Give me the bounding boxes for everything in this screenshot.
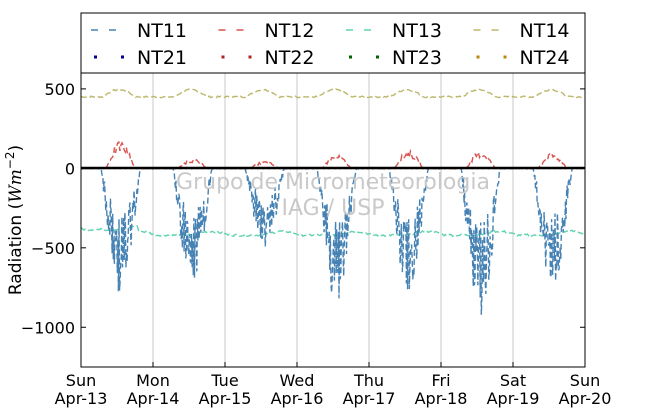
plot-area [81, 73, 585, 367]
y-tick-label: −500 [31, 239, 75, 258]
legend-label: NT13 [392, 20, 442, 42]
legend-box [80, 12, 586, 74]
legend-swatch [221, 55, 225, 59]
x-tick-label-date: Apr-16 [271, 389, 324, 408]
x-tick-label-date: Apr-20 [559, 389, 612, 408]
legend-label: NT14 [520, 20, 570, 42]
watermark-line: IAG / USP [282, 196, 385, 221]
x-tick-label-day: Tue [210, 371, 238, 390]
legend-swatch [503, 55, 507, 59]
legend-item-nt12: NT12 [218, 20, 315, 42]
legend-swatch [94, 55, 97, 59]
legend-item-nt14: NT14 [473, 20, 570, 42]
legend-item-nt21: NT21 [94, 47, 187, 69]
series-nt14 [81, 88, 585, 99]
axes: 5000−500−1000SunApr-13MonApr-14TueApr-15… [3, 80, 611, 408]
x-tick-label-day: Mon [136, 371, 170, 390]
legend-item-nt24: NT24 [476, 47, 570, 69]
x-tick-label-date: Apr-18 [415, 389, 468, 408]
y-tick-label: 0 [65, 159, 75, 178]
watermark-line: Grupo de Micrometeorologia [176, 170, 490, 195]
legend-swatch [476, 55, 480, 59]
legend-item-nt23: NT23 [349, 47, 442, 69]
legend-swatch [121, 55, 124, 59]
legend-label: NT21 [137, 47, 187, 69]
x-tick-label-date: Apr-15 [199, 389, 252, 408]
legend-label: NT24 [520, 47, 570, 69]
legend-item-nt22: NT22 [221, 47, 315, 69]
x-tick-label-day: Sun [570, 371, 600, 390]
x-tick-label-day: Thu [353, 371, 384, 390]
x-tick-label-day: Sun [66, 371, 96, 390]
grid-lines [152, 73, 514, 367]
x-tick-label-date: Apr-13 [55, 389, 108, 408]
legend-label: NT12 [265, 20, 315, 42]
y-tick-label: −1000 [21, 318, 75, 337]
legend-swatch [376, 55, 379, 59]
legend-item-nt13: NT13 [346, 20, 442, 42]
legend-item-nt11: NT11 [91, 20, 187, 42]
x-tick-label-day: Sat [500, 371, 526, 390]
y-tick-label: 500 [44, 80, 75, 99]
x-tick-label-date: Apr-17 [343, 389, 396, 408]
legend-swatch [349, 55, 352, 59]
x-tick-label-date: Apr-19 [487, 389, 540, 408]
y-axis-label: Radiation (Wm−2) [3, 145, 26, 295]
legend: NT11 NT12 NT13 NT14 NT21 NT22 NT23 NT24 [80, 12, 586, 74]
legend-label: NT11 [137, 20, 187, 42]
x-tick-label-day: Fri [431, 371, 450, 390]
legend-label: NT23 [392, 47, 442, 69]
series-nt13 [81, 224, 585, 238]
legend-swatch [248, 55, 252, 59]
x-tick-label-day: Wed [280, 371, 315, 390]
legend-label: NT22 [265, 47, 315, 69]
x-tick-label-date: Apr-14 [127, 389, 180, 408]
